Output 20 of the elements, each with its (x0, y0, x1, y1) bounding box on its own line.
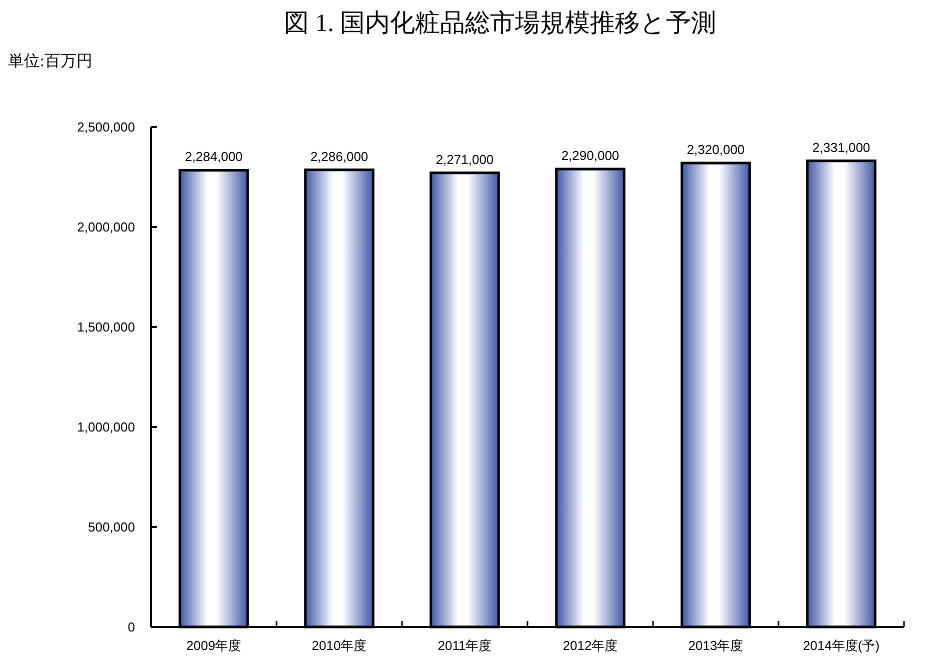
data-label: 2,271,000 (436, 152, 494, 167)
y-tick-label: 0 (128, 620, 135, 635)
chart-title: 図 1. 国内化粧品総市場規模推移と予測 (284, 9, 716, 37)
data-label: 2,320,000 (686, 142, 745, 157)
y-tick-label: 1,000,000 (77, 420, 135, 435)
y-tick-label: 500,000 (88, 520, 135, 535)
x-tick-label: 2009年度 (186, 638, 242, 653)
y-tick-label: 2,500,000 (77, 120, 135, 135)
data-label: 2,331,000 (812, 140, 870, 155)
y-tick-label: 2,000,000 (77, 220, 135, 235)
x-tick-label: 2014年度(予) (802, 638, 880, 653)
data-label: 2,286,000 (310, 148, 368, 164)
data-label: 2,290,000 (561, 148, 620, 163)
x-tick-label: 2013年度 (688, 638, 744, 653)
chart-subtitle: 単位:百万円 (8, 53, 92, 70)
x-tick-label: 2011年度 (438, 638, 492, 653)
x-tick-label: 2012年度 (562, 638, 618, 653)
y-tick-label: 1,500,000 (77, 320, 135, 335)
x-tick-label: 2010年度 (312, 638, 367, 653)
data-label: 2,284,000 (184, 149, 243, 164)
